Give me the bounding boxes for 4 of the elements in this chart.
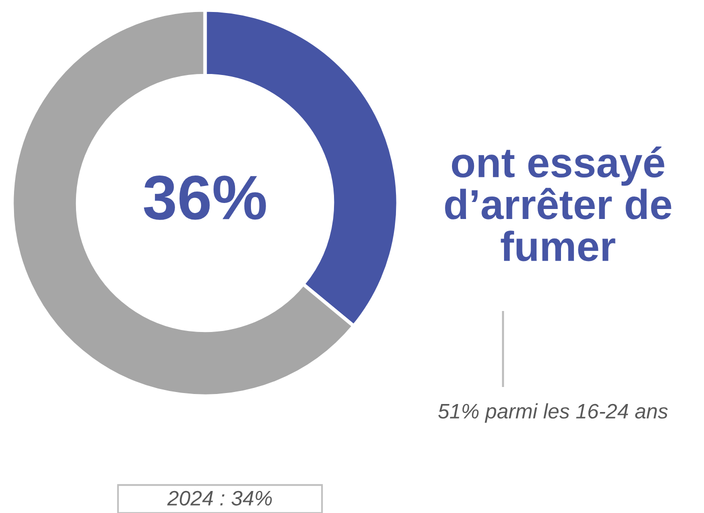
text: 2024 : 34% xyxy=(167,490,272,506)
text: 36% xyxy=(144,176,266,220)
text: ont essayé d’arrêter de fumer xyxy=(445,146,672,262)
text: 51% parmi les 16-24 ans xyxy=(438,403,668,423)
